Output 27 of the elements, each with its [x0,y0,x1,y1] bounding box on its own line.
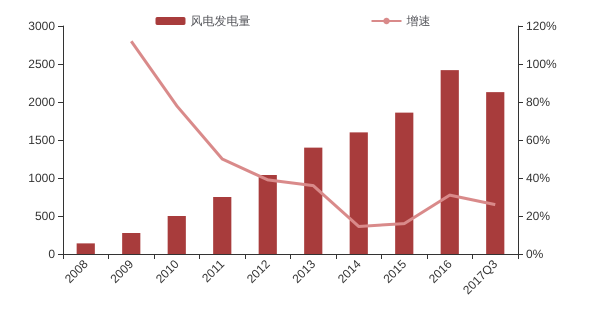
y-tick-label: 2500 [28,57,56,71]
bar [304,148,322,254]
bar [258,174,277,254]
y-tick-label: 1500 [28,133,56,147]
y2-tick-label: 60% [526,133,550,147]
bar [440,70,459,254]
y2-tick-label: 20% [526,209,550,223]
y-tick-label: 2000 [28,95,56,109]
bar [213,197,232,254]
y-tick-label: 1000 [28,171,56,185]
bar [395,112,414,254]
y-tick-label: 0 [48,247,56,261]
y2-tick-label: 0% [526,247,544,261]
y2-tick-label: 40% [526,171,550,185]
legend-label: 增速 [406,14,430,28]
y2-tick-label: 120% [526,19,558,33]
bar [76,243,95,254]
bar [350,132,368,254]
y2-tick-label: 100% [526,57,558,71]
y-tick-label: 500 [34,209,56,223]
bar [122,233,140,254]
legend-label: 风电发电量 [190,14,250,28]
y2-tick-label: 80% [526,95,550,109]
line-series [130,40,497,228]
bar [486,92,504,254]
bar [168,216,186,254]
y-tick-label: 3000 [28,19,56,33]
